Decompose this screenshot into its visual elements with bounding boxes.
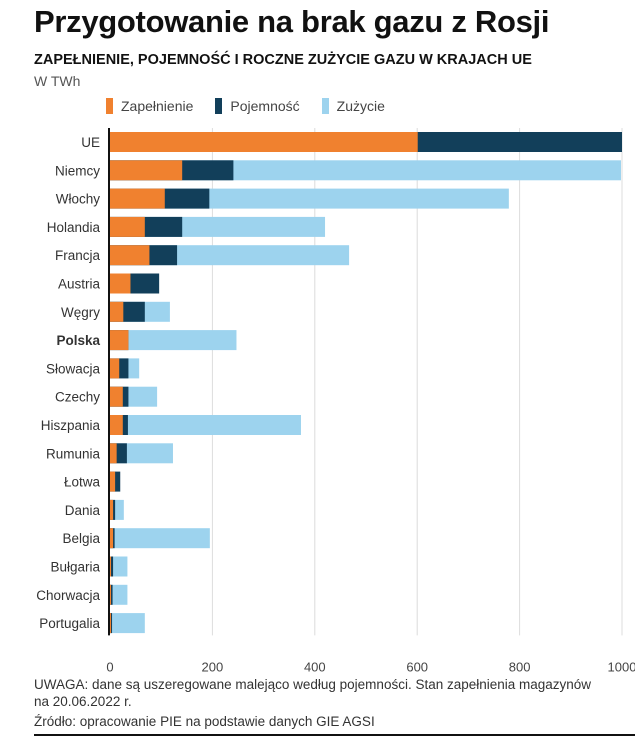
bar-zapełnienie xyxy=(110,415,123,435)
legend-label: Pojemność xyxy=(230,98,300,114)
category-label: Czechy xyxy=(55,390,100,405)
legend-label: Zużycie xyxy=(336,98,385,114)
chart-source: Źródło: opracowanie PIE na podstawie dan… xyxy=(34,714,375,729)
x-tick-label: 0 xyxy=(106,659,113,674)
bar-pojemność xyxy=(110,584,113,605)
bar-zapełnienie xyxy=(110,443,117,464)
bar-zapełnienie xyxy=(110,160,183,181)
bar-zużycie xyxy=(110,528,210,549)
unit-label: W TWh xyxy=(34,73,81,89)
category-label: Holandia xyxy=(47,220,101,235)
bar-zużycie xyxy=(110,160,621,181)
category-label: Niemcy xyxy=(55,163,100,178)
chart-note: UWAGA: dane są uszeregowane malejąco wed… xyxy=(34,677,592,709)
category-label: Belgia xyxy=(62,531,100,546)
legend-swatch xyxy=(321,98,329,114)
bar-zapełnienie xyxy=(110,132,418,152)
bar-zapełnienie xyxy=(110,613,112,634)
category-label: Łotwa xyxy=(64,475,101,490)
bar-zapełnienie xyxy=(110,528,114,549)
bar-zużycie xyxy=(110,415,301,435)
bar-zapełnienie xyxy=(110,216,145,237)
bar-zapełnienie xyxy=(110,188,165,209)
category-label: Włochy xyxy=(56,192,101,207)
category-label: UE xyxy=(81,135,100,150)
x-tick-label: 400 xyxy=(304,659,326,674)
category-label: Rumunia xyxy=(46,446,101,461)
bar-zapełnienie xyxy=(110,273,131,294)
legend: Zapełnienie Pojemność Zużycie xyxy=(106,98,385,114)
legend-swatch xyxy=(106,98,113,114)
bar-zapełnienie xyxy=(110,584,112,605)
bar-zapełnienie xyxy=(110,330,129,351)
bar-zapełnienie xyxy=(110,471,116,492)
bar-zapełnienie xyxy=(110,301,124,322)
legend-item-zapelnienie: Zapełnienie xyxy=(106,98,193,114)
category-label: Węgry xyxy=(61,305,100,320)
bar-zużycie xyxy=(110,188,509,209)
category-label: Dania xyxy=(65,503,101,518)
category-label: Austria xyxy=(58,277,101,292)
bottom-rule xyxy=(34,734,635,736)
chart-title: Przygotowanie na brak gazu z Rosji xyxy=(34,4,550,39)
legend-swatch xyxy=(215,98,223,114)
x-tick-label: 800 xyxy=(509,659,531,674)
bar-zapełnienie xyxy=(110,245,150,266)
x-tick-label: 1000 xyxy=(608,659,635,674)
bar-zapełnienie xyxy=(110,556,112,577)
category-label: Słowacja xyxy=(46,361,101,376)
bar-zużycie xyxy=(110,584,128,605)
category-label: Chorwacja xyxy=(36,588,100,603)
bar-zużycie xyxy=(110,330,237,351)
bar-zapełnienie xyxy=(110,386,123,407)
x-tick-label: 200 xyxy=(202,659,224,674)
bar-zapełnienie xyxy=(110,499,114,520)
category-label: Hiszpania xyxy=(41,418,101,433)
bar-pojemność xyxy=(110,556,114,577)
legend-label: Zapełnienie xyxy=(121,98,194,114)
category-label: Portugalia xyxy=(39,616,100,631)
legend-item-zuzycie: Zużycie xyxy=(321,98,385,114)
x-tick-label: 600 xyxy=(406,659,428,674)
category-label: Polska xyxy=(56,333,100,348)
category-label: Bułgaria xyxy=(50,560,100,575)
chart-subtitle: ZAPEŁNIENIE, POJEMNOŚĆ I ROCZNE ZUŻYCIE … xyxy=(34,52,532,68)
bar-zapełnienie xyxy=(110,358,120,379)
bar-zużycie xyxy=(110,556,128,577)
legend-item-pojemnosc: Pojemność xyxy=(215,98,300,114)
category-label: Francja xyxy=(55,248,101,263)
bar-zużycie xyxy=(110,613,145,634)
